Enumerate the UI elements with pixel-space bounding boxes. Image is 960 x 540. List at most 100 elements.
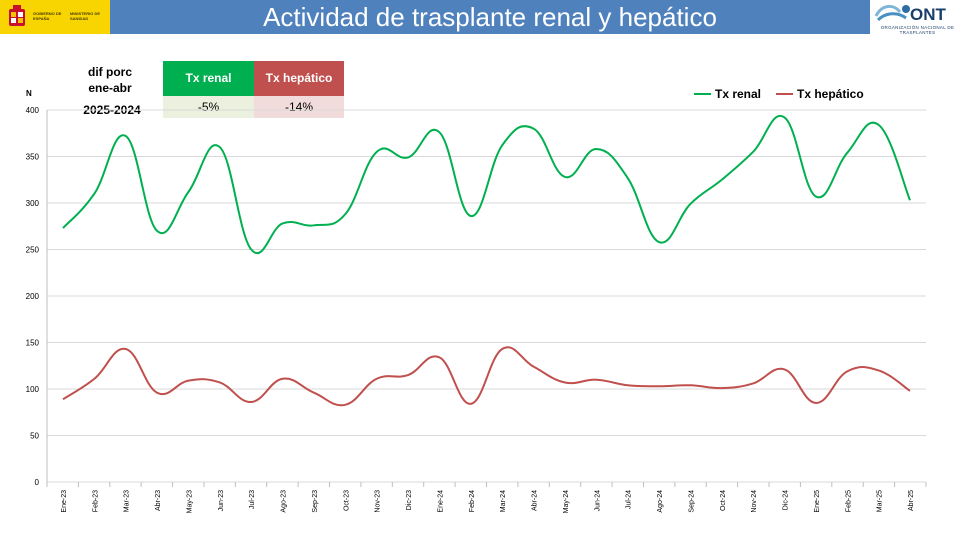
data-point — [658, 241, 660, 243]
data-point — [219, 146, 221, 148]
x-tick-label: Mar-23 — [124, 490, 131, 512]
data-point — [877, 124, 879, 126]
x-tick-label: Ene-25 — [814, 490, 821, 513]
x-tick-label: Feb-25 — [845, 490, 852, 512]
data-point — [721, 387, 723, 389]
data-point — [281, 222, 283, 224]
x-tick-label: Jul-23 — [249, 490, 256, 509]
data-point — [376, 378, 378, 380]
data-point — [62, 398, 64, 400]
data-point — [626, 384, 628, 386]
gobierno-text: GOBIERNO DE ESPAÑA — [33, 11, 62, 21]
y-tick-label: 300 — [26, 199, 40, 208]
spain-coat-of-arms-icon — [9, 5, 25, 26]
data-point — [783, 116, 785, 118]
data-point — [93, 193, 95, 195]
data-point — [313, 224, 315, 226]
data-point — [125, 348, 127, 350]
data-point — [438, 356, 440, 358]
x-tick-label: Jul-24 — [626, 490, 633, 509]
y-axis-label: N — [26, 89, 32, 98]
data-point — [564, 381, 566, 383]
data-point — [93, 378, 95, 380]
x-tick-label: Nov-23 — [375, 490, 382, 513]
data-point — [752, 151, 754, 153]
x-tick-label: Abr-25 — [908, 490, 915, 511]
x-tick-label: Feb-23 — [92, 490, 99, 512]
data-point — [846, 370, 848, 372]
data-point — [313, 392, 315, 394]
data-point — [250, 248, 252, 250]
x-tick-label: Sep-23 — [312, 490, 319, 513]
y-tick-label: 400 — [26, 106, 40, 115]
series-line-tx-renal — [62, 114, 911, 254]
data-point — [626, 177, 628, 179]
x-tick-label: Nov-24 — [751, 490, 758, 513]
summary-label-line2: ene-abr — [88, 81, 132, 95]
data-point — [909, 199, 911, 201]
x-tick-label: May-23 — [186, 490, 193, 513]
data-point — [532, 365, 534, 367]
data-point — [470, 403, 472, 405]
x-tick-label: Ago-24 — [657, 490, 664, 513]
data-point — [250, 401, 252, 403]
x-tick-label: Oct-23 — [343, 490, 350, 511]
data-point — [595, 148, 597, 150]
legend-label: Tx hepático — [797, 87, 864, 101]
data-point — [564, 176, 566, 178]
data-point — [438, 131, 440, 133]
data-point — [281, 378, 283, 380]
data-point — [187, 191, 189, 193]
x-tick-label: Mar-24 — [500, 490, 507, 512]
ministerio-text: MINISTERIO DE SANIDAD — [70, 11, 101, 21]
data-point — [470, 215, 472, 217]
data-point — [721, 179, 723, 181]
data-point — [125, 135, 127, 137]
page-title: Actividad de trasplante renal y hepático — [110, 0, 870, 34]
data-point — [501, 144, 503, 146]
y-tick-label: 350 — [26, 153, 40, 162]
x-tick-label: Ene-23 — [61, 490, 68, 513]
legend-label: Tx renal — [715, 87, 761, 101]
data-point — [376, 151, 378, 153]
data-point — [689, 384, 691, 386]
ont-full-name: ORGANIZACIÓN NACIONAL DE TRASPLANTES — [880, 25, 955, 35]
ont-logo: ONT ORGANIZACIÓN NACIONAL DE TRASPLANTES — [870, 0, 960, 35]
y-tick-label: 0 — [35, 478, 40, 487]
data-point — [689, 203, 691, 205]
x-tick-label: Dic-23 — [406, 490, 413, 510]
x-tick-label: Abr-24 — [532, 490, 539, 511]
data-point — [62, 227, 64, 229]
x-tick-label: Dic-24 — [783, 490, 790, 510]
government-logo: GOBIERNO DE ESPAÑA MINISTERIO DE SANIDAD — [0, 0, 110, 34]
data-point — [815, 195, 817, 197]
data-point — [501, 348, 503, 350]
data-point — [344, 404, 346, 406]
ont-abbr: ONT — [910, 5, 947, 24]
data-point — [156, 392, 158, 394]
data-point — [877, 369, 879, 371]
x-tick-label: Jun-23 — [218, 490, 225, 512]
data-point — [595, 379, 597, 381]
data-point — [752, 382, 754, 384]
x-tick-label: Jun-24 — [594, 490, 601, 512]
data-point — [407, 156, 409, 158]
y-tick-label: 250 — [26, 246, 40, 255]
header-bar: GOBIERNO DE ESPAÑA MINISTERIO DE SANIDAD… — [0, 0, 960, 35]
x-tick-label: Mar-25 — [877, 490, 884, 512]
x-tick-label: Ene-24 — [437, 490, 444, 513]
x-tick-label: May-24 — [563, 490, 570, 513]
data-point — [187, 379, 189, 381]
data-point — [219, 381, 221, 383]
x-tick-label: Oct-24 — [720, 490, 727, 511]
y-tick-label: 100 — [26, 385, 40, 394]
data-point — [783, 368, 785, 370]
summary-label-line1: dif porc — [88, 65, 132, 79]
data-point — [846, 152, 848, 154]
x-tick-label: Feb-24 — [469, 490, 476, 512]
x-tick-label: Ago-23 — [281, 490, 288, 513]
y-tick-label: 150 — [26, 339, 40, 348]
data-point — [156, 230, 158, 232]
x-tick-label: Abr-23 — [155, 490, 162, 511]
